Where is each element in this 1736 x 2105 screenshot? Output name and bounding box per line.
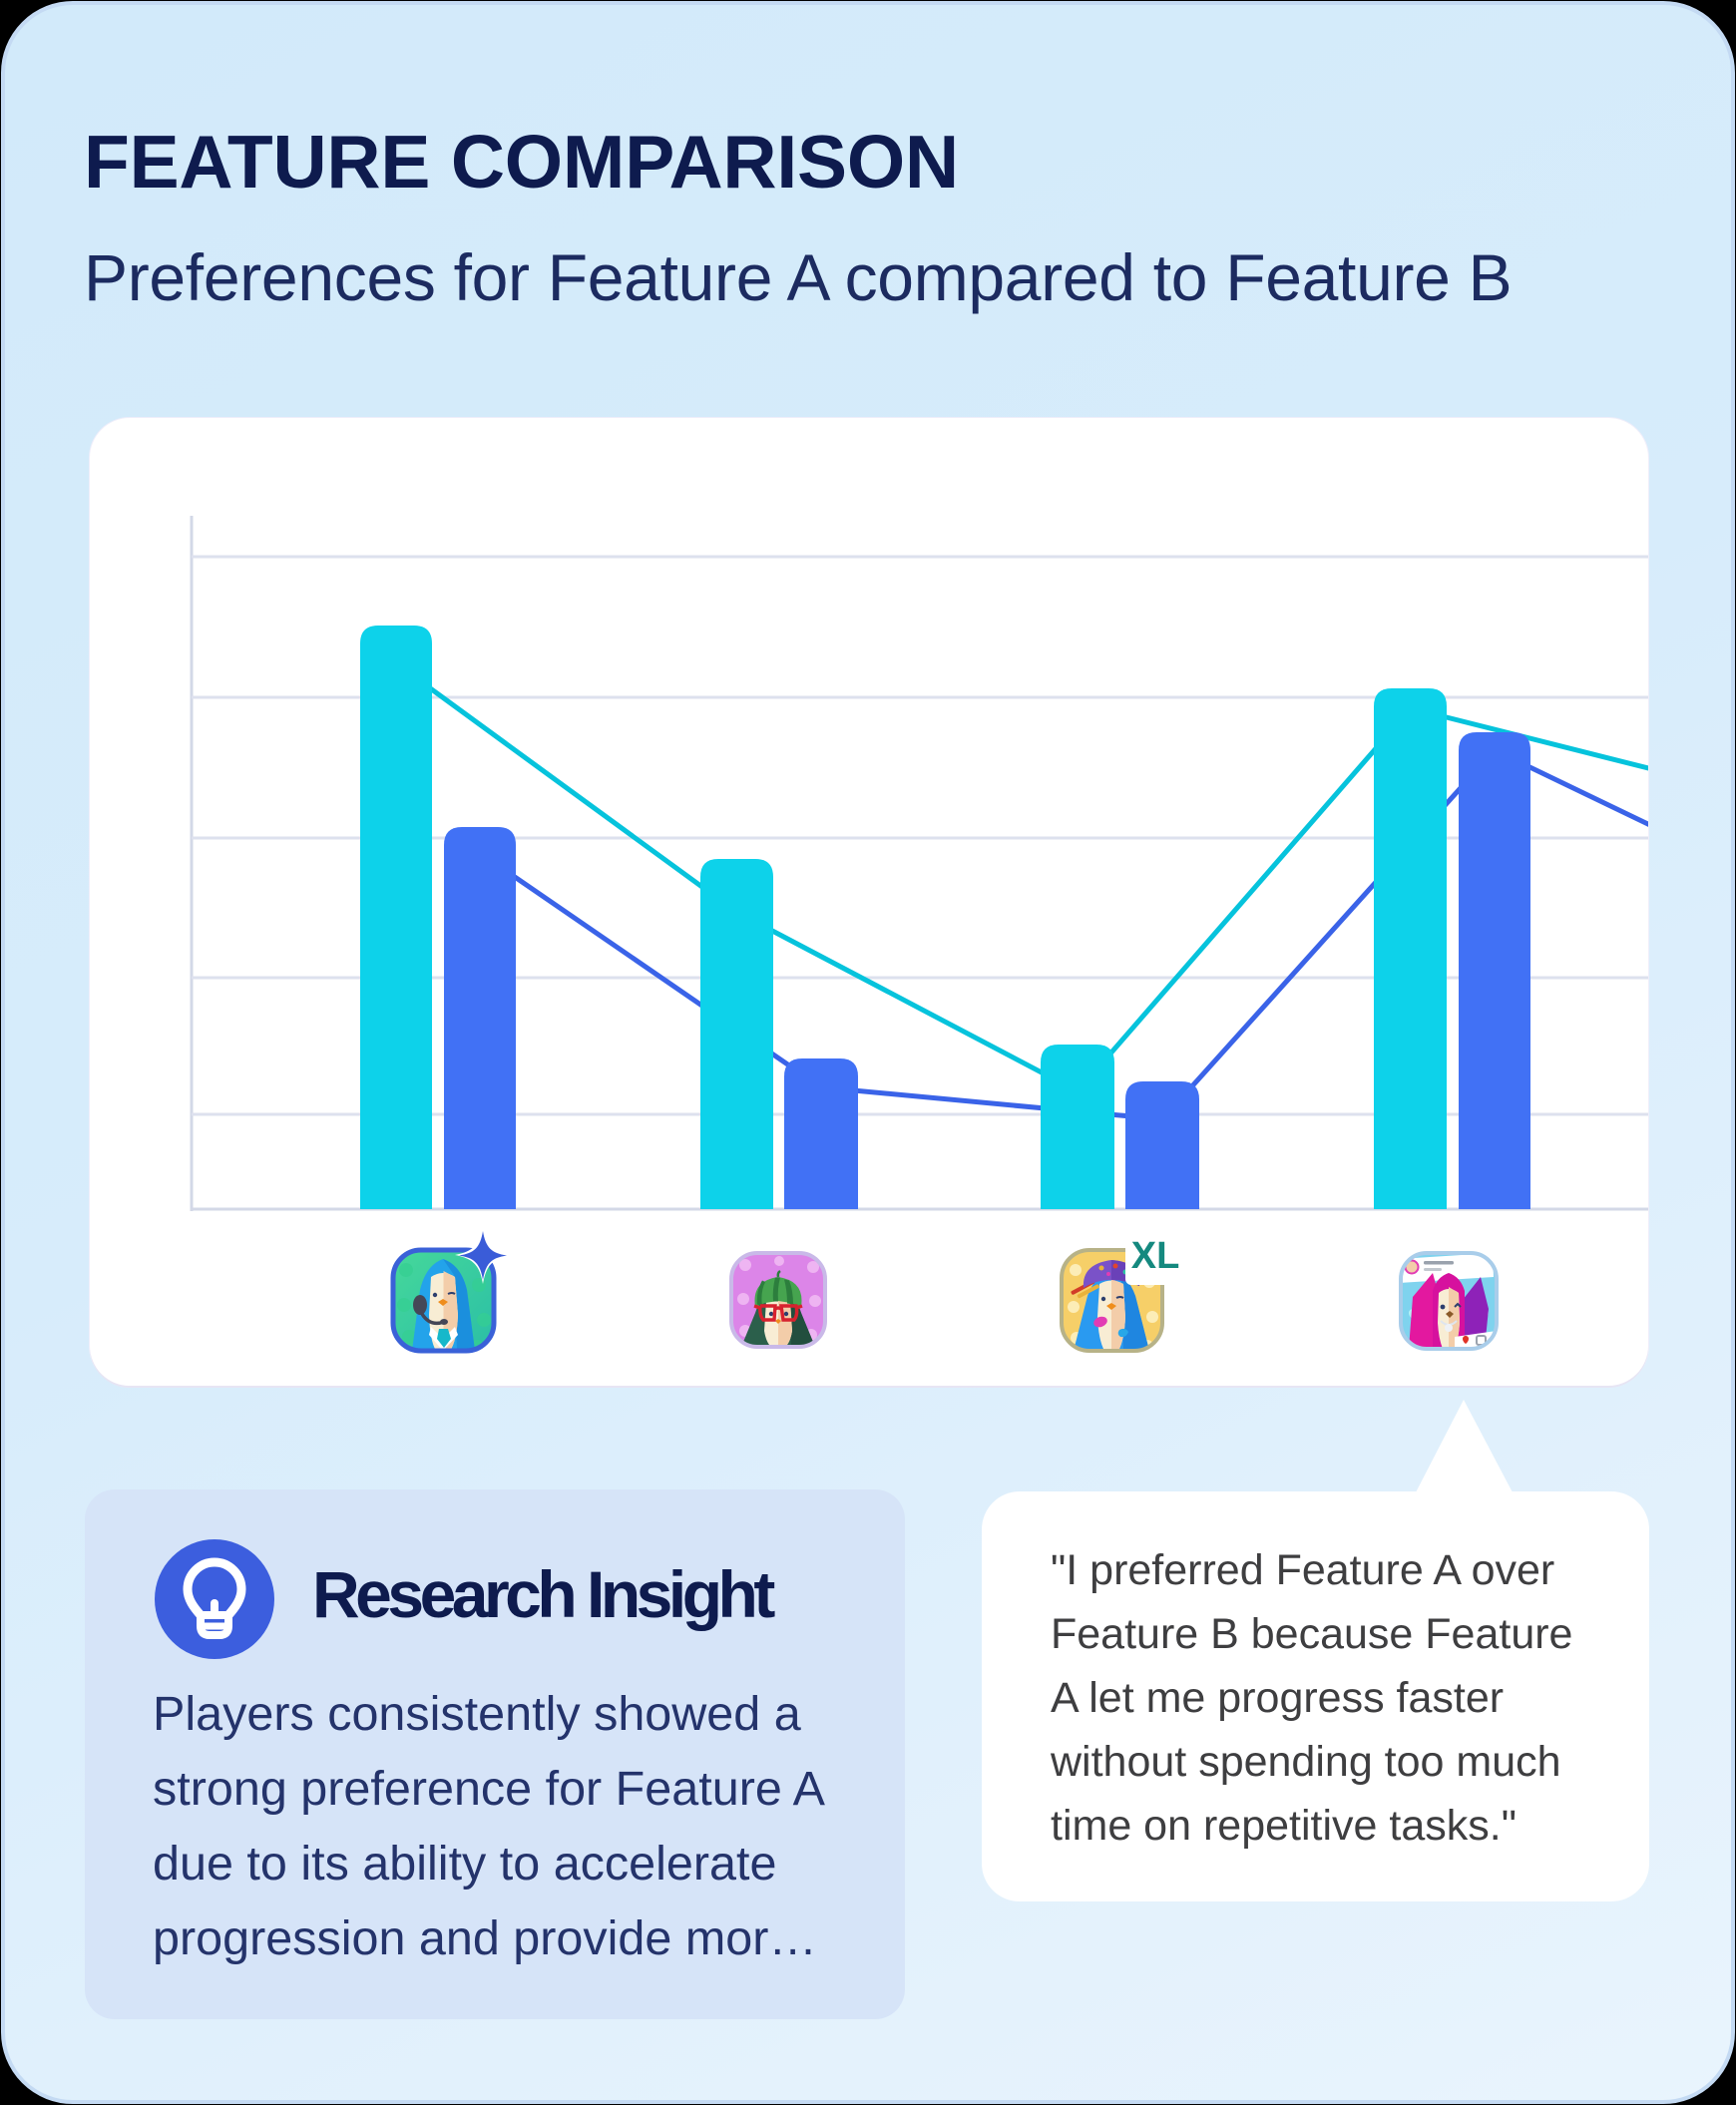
svg-text:XL: XL xyxy=(1131,1235,1180,1277)
